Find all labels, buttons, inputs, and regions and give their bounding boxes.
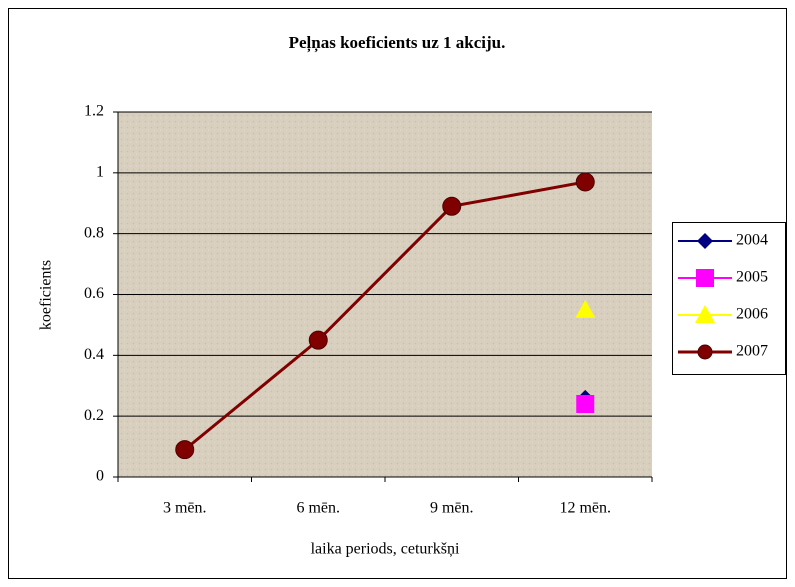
legend-marker [696,269,714,287]
series-line [183,180,586,451]
data-point [175,440,195,460]
y-tick-label: 0.8 [84,224,104,241]
x-tick-label: 9 mēn. [430,500,474,517]
y-tick-label: 0 [96,468,104,485]
chart-title: Peļņas koeficients uz 1 akciju. [289,33,506,53]
data-point [575,299,596,318]
y-tick-label: 1.2 [84,103,104,120]
legend-label: 2006 [736,306,768,323]
x-axis-label: laika periods, ceturkšņi [311,541,460,558]
legend-marker [695,305,715,323]
x-tick-label: 3 mēn. [163,500,207,517]
data-point [442,196,462,216]
legend-marker [697,344,713,360]
legend-marker [697,233,713,249]
x-tick-label: 12 mēn. [559,500,611,517]
y-tick-label: 1 [96,164,104,181]
legend-box [672,222,786,375]
legend-label: 2004 [736,232,768,249]
y-tick-label: 0.4 [84,346,104,363]
legend-label: 2007 [736,343,768,360]
x-tick-label: 6 mēn. [296,500,340,517]
data-point [575,172,595,192]
legend-label: 2005 [736,269,768,286]
y-tick-label: 0.2 [84,407,104,424]
data-point [308,330,328,350]
y-tick-label: 0.6 [84,285,104,302]
data-point [576,395,595,413]
y-axis-label: koeficients [38,260,55,330]
